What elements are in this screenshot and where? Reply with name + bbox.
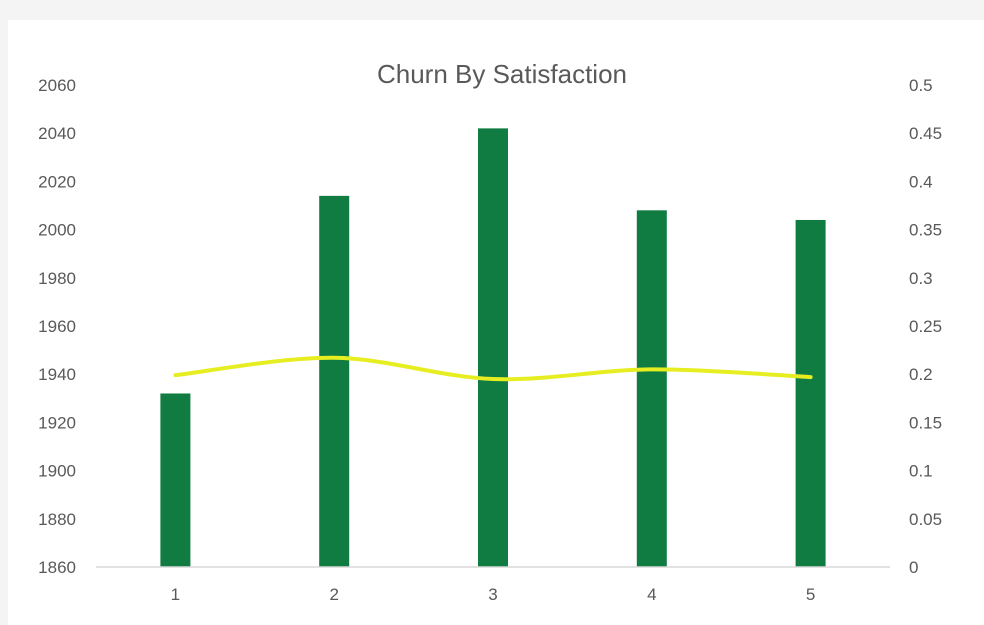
bar-3 — [478, 128, 508, 567]
left-tick-label: 1920 — [38, 413, 76, 432]
x-tick-label: 5 — [806, 585, 815, 604]
x-tick-label: 1 — [171, 585, 180, 604]
churn-chart: Churn By Satisfaction 1860 1880 1900 1920 19… — [38, 59, 942, 604]
line-series — [173, 355, 813, 382]
right-tick-label: 0.05 — [909, 510, 942, 529]
right-tick-label: 0.45 — [909, 124, 942, 143]
x-tick-label: 4 — [647, 585, 656, 604]
bar-5 — [795, 219, 826, 567]
right-tick-label: 0 — [909, 558, 918, 577]
left-tick-label: 1860 — [38, 558, 76, 577]
left-tick-label: 1980 — [38, 269, 76, 288]
bar-2 — [319, 195, 350, 568]
x-axis-ticks: 1 2 3 4 5 — [171, 585, 816, 604]
right-tick-label: 0.35 — [909, 221, 942, 240]
chart-card: Churn By Satisfaction 1860 1880 1900 1920 19… — [8, 20, 984, 625]
right-tick-label: 0.5 — [909, 76, 933, 95]
x-tick-label: 2 — [329, 585, 338, 604]
bar-series — [160, 128, 826, 568]
chart-title: Churn By Satisfaction — [377, 59, 627, 89]
left-tick-label: 2000 — [38, 221, 76, 240]
left-tick-label: 2060 — [38, 76, 76, 95]
left-tick-label: 1940 — [38, 365, 76, 384]
left-tick-label: 1960 — [38, 317, 76, 336]
right-tick-label: 0.4 — [909, 172, 933, 191]
right-tick-label: 0.15 — [909, 413, 942, 432]
left-tick-label: 1880 — [38, 510, 76, 529]
right-tick-label: 0.25 — [909, 317, 942, 336]
right-tick-label: 0.3 — [909, 269, 933, 288]
left-axis-ticks: 1860 1880 1900 1920 1940 1960 1980 2000 2020 2040… — [38, 76, 76, 577]
bar-4 — [636, 210, 667, 567]
left-tick-label: 1900 — [38, 462, 76, 481]
x-tick-label: 3 — [488, 585, 497, 604]
left-tick-label: 2020 — [38, 172, 76, 191]
right-axis-ticks: 0 0.05 0.1 0.15 0.2 0.25 0.3 0.35 0.4 0.45 0.5 — [909, 76, 942, 577]
right-tick-label: 0.1 — [909, 462, 933, 481]
left-tick-label: 2040 — [38, 124, 76, 143]
right-tick-label: 0.2 — [909, 365, 933, 384]
bar-1 — [160, 393, 191, 567]
